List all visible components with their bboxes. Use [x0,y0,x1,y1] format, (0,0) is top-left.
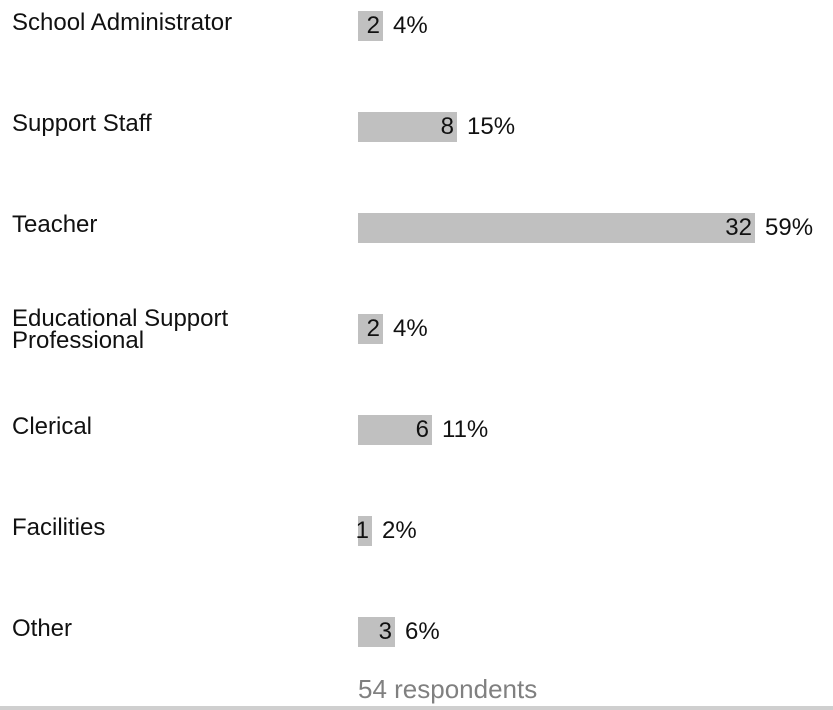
category-label-line: Support Staff [12,110,152,137]
category-label: School Administrator [12,9,332,36]
bar-count-label: 2 [366,315,380,342]
respondents-count: 54 respondents [358,674,538,704]
bar-count-label: 6 [415,416,429,443]
bar: 2 [358,314,383,344]
bar-percent-label: 59% [765,214,814,241]
category-label: Facilities [12,514,332,541]
divider [0,706,833,710]
category-label: Other [12,615,332,642]
bar: 3 [358,617,395,647]
category-label: Clerical [12,413,332,440]
bar: 1 [355,516,372,546]
category-label-line: Educational Support [12,305,229,332]
category-label-line: School Administrator [12,9,233,36]
category-label-line: Other [12,615,73,642]
bar: 32 [358,213,755,243]
category-label-line: Facilities [12,514,106,541]
bar-count-label: 3 [378,618,392,645]
bar-count-label: 1 [355,517,369,544]
bar-percent-label: 6% [405,618,440,645]
category-label: Teacher [12,211,332,238]
bar-count-label: 8 [440,113,454,140]
bar: 6 [358,415,432,445]
category-label: Educational Support Professional [12,305,332,354]
bar: 8 [358,112,457,142]
category-label-line: Teacher [12,211,98,238]
bar-count-label: 2 [366,12,380,39]
bar-percent-label: 15% [467,113,516,140]
category-label-line: Clerical [12,413,93,440]
bar-count-label: 32 [725,214,752,241]
bar-percent-label: 4% [393,12,428,39]
category-label-line: Professional [12,327,145,354]
bar: 2 [358,11,383,41]
bar-percent-label: 4% [393,315,428,342]
bar-percent-label: 11% [442,416,489,443]
category-label: Support Staff [12,110,332,137]
bar-percent-label: 2% [382,517,417,544]
